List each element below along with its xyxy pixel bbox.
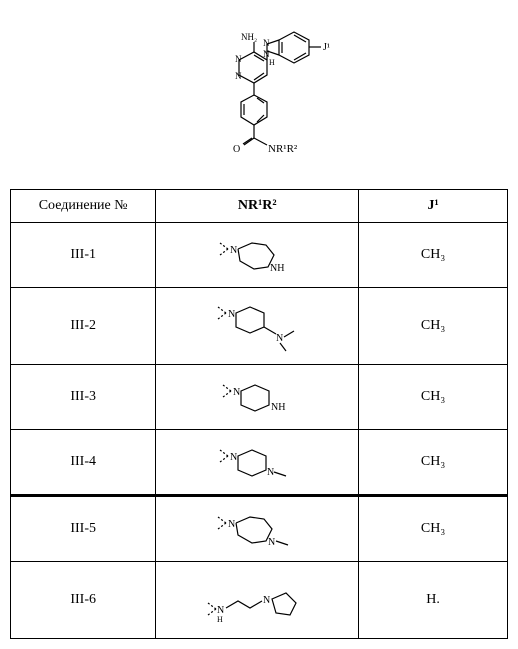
fragment-cell: N N — [156, 430, 359, 496]
compound-id: III-6 — [11, 562, 156, 639]
svg-text:N: N — [235, 71, 242, 81]
svg-text:N: N — [263, 595, 270, 606]
methyldiazepane-icon: N N — [210, 507, 305, 551]
table-row: III-3 N NH CH₃ — [11, 365, 508, 430]
table-header-row: Соединение № NR¹R² J¹ — [11, 190, 508, 223]
compound-id: III-2 — [11, 288, 156, 365]
svg-text:N: N — [268, 537, 275, 548]
compound-id: III-1 — [11, 223, 156, 288]
header-compound: Соединение № — [11, 190, 156, 223]
svg-text:N: N — [276, 333, 283, 344]
diazepane-icon: N NH — [212, 233, 302, 277]
fragment-cell: N N — [156, 496, 359, 562]
table-row: III-2 N N CH₃ — [11, 288, 508, 365]
header-nr: NR¹R² — [156, 190, 359, 223]
j-value: H. — [359, 562, 508, 639]
fragment-cell: N NH — [156, 223, 359, 288]
svg-text:N: N — [233, 387, 240, 398]
j-value: CH₃ — [359, 496, 508, 562]
fragment-cell: N H N — [156, 562, 359, 639]
compound-id: III-4 — [11, 430, 156, 496]
svg-text:NH₂: NH₂ — [241, 32, 257, 42]
svg-text:N: N — [263, 38, 270, 48]
compound-table: Соединение № NR¹R² J¹ III-1 N NH CH₃ III… — [10, 189, 508, 639]
nr-label: NR¹R² — [268, 143, 298, 155]
svg-text:NH: NH — [271, 402, 285, 413]
pyrrolidinylethylamine-icon: N H N — [202, 575, 312, 625]
piperazine-icon: N NH — [215, 375, 300, 419]
svg-text:N: N — [228, 309, 235, 320]
svg-text:N: N — [230, 245, 237, 256]
core-structure-svg: N N H J¹ N N NH₂ O NR¹R² — [169, 10, 349, 180]
dimethylaminopiperidine-icon: N N — [210, 299, 305, 353]
fragment-cell: N N — [156, 288, 359, 365]
compound-id: III-3 — [11, 365, 156, 430]
compound-id: III-5 — [11, 496, 156, 562]
table-row: III-6 N H N H. — [11, 562, 508, 639]
fragment-cell: N NH — [156, 365, 359, 430]
methylpiperazine-icon: N N — [212, 440, 302, 484]
j-value: CH₃ — [359, 430, 508, 496]
svg-text:H: H — [217, 615, 223, 624]
svg-text:O: O — [233, 144, 240, 155]
svg-text:N: N — [235, 54, 242, 64]
j-value: CH₃ — [359, 288, 508, 365]
header-j: J¹ — [359, 190, 508, 223]
svg-text:N: N — [230, 452, 237, 463]
j-value: CH₃ — [359, 223, 508, 288]
table-row: III-5 N N CH₃ — [11, 496, 508, 562]
svg-text:N: N — [267, 467, 274, 478]
svg-text:J¹: J¹ — [323, 42, 330, 53]
table-row: III-1 N NH CH₃ — [11, 223, 508, 288]
table-row: III-4 N N CH₃ — [11, 430, 508, 496]
svg-text:H: H — [269, 58, 275, 67]
j-value: CH₃ — [359, 365, 508, 430]
svg-text:N: N — [228, 519, 235, 530]
core-structure: N N H J¹ N N NH₂ O NR¹R² — [10, 10, 508, 185]
svg-text:NH: NH — [270, 263, 284, 274]
